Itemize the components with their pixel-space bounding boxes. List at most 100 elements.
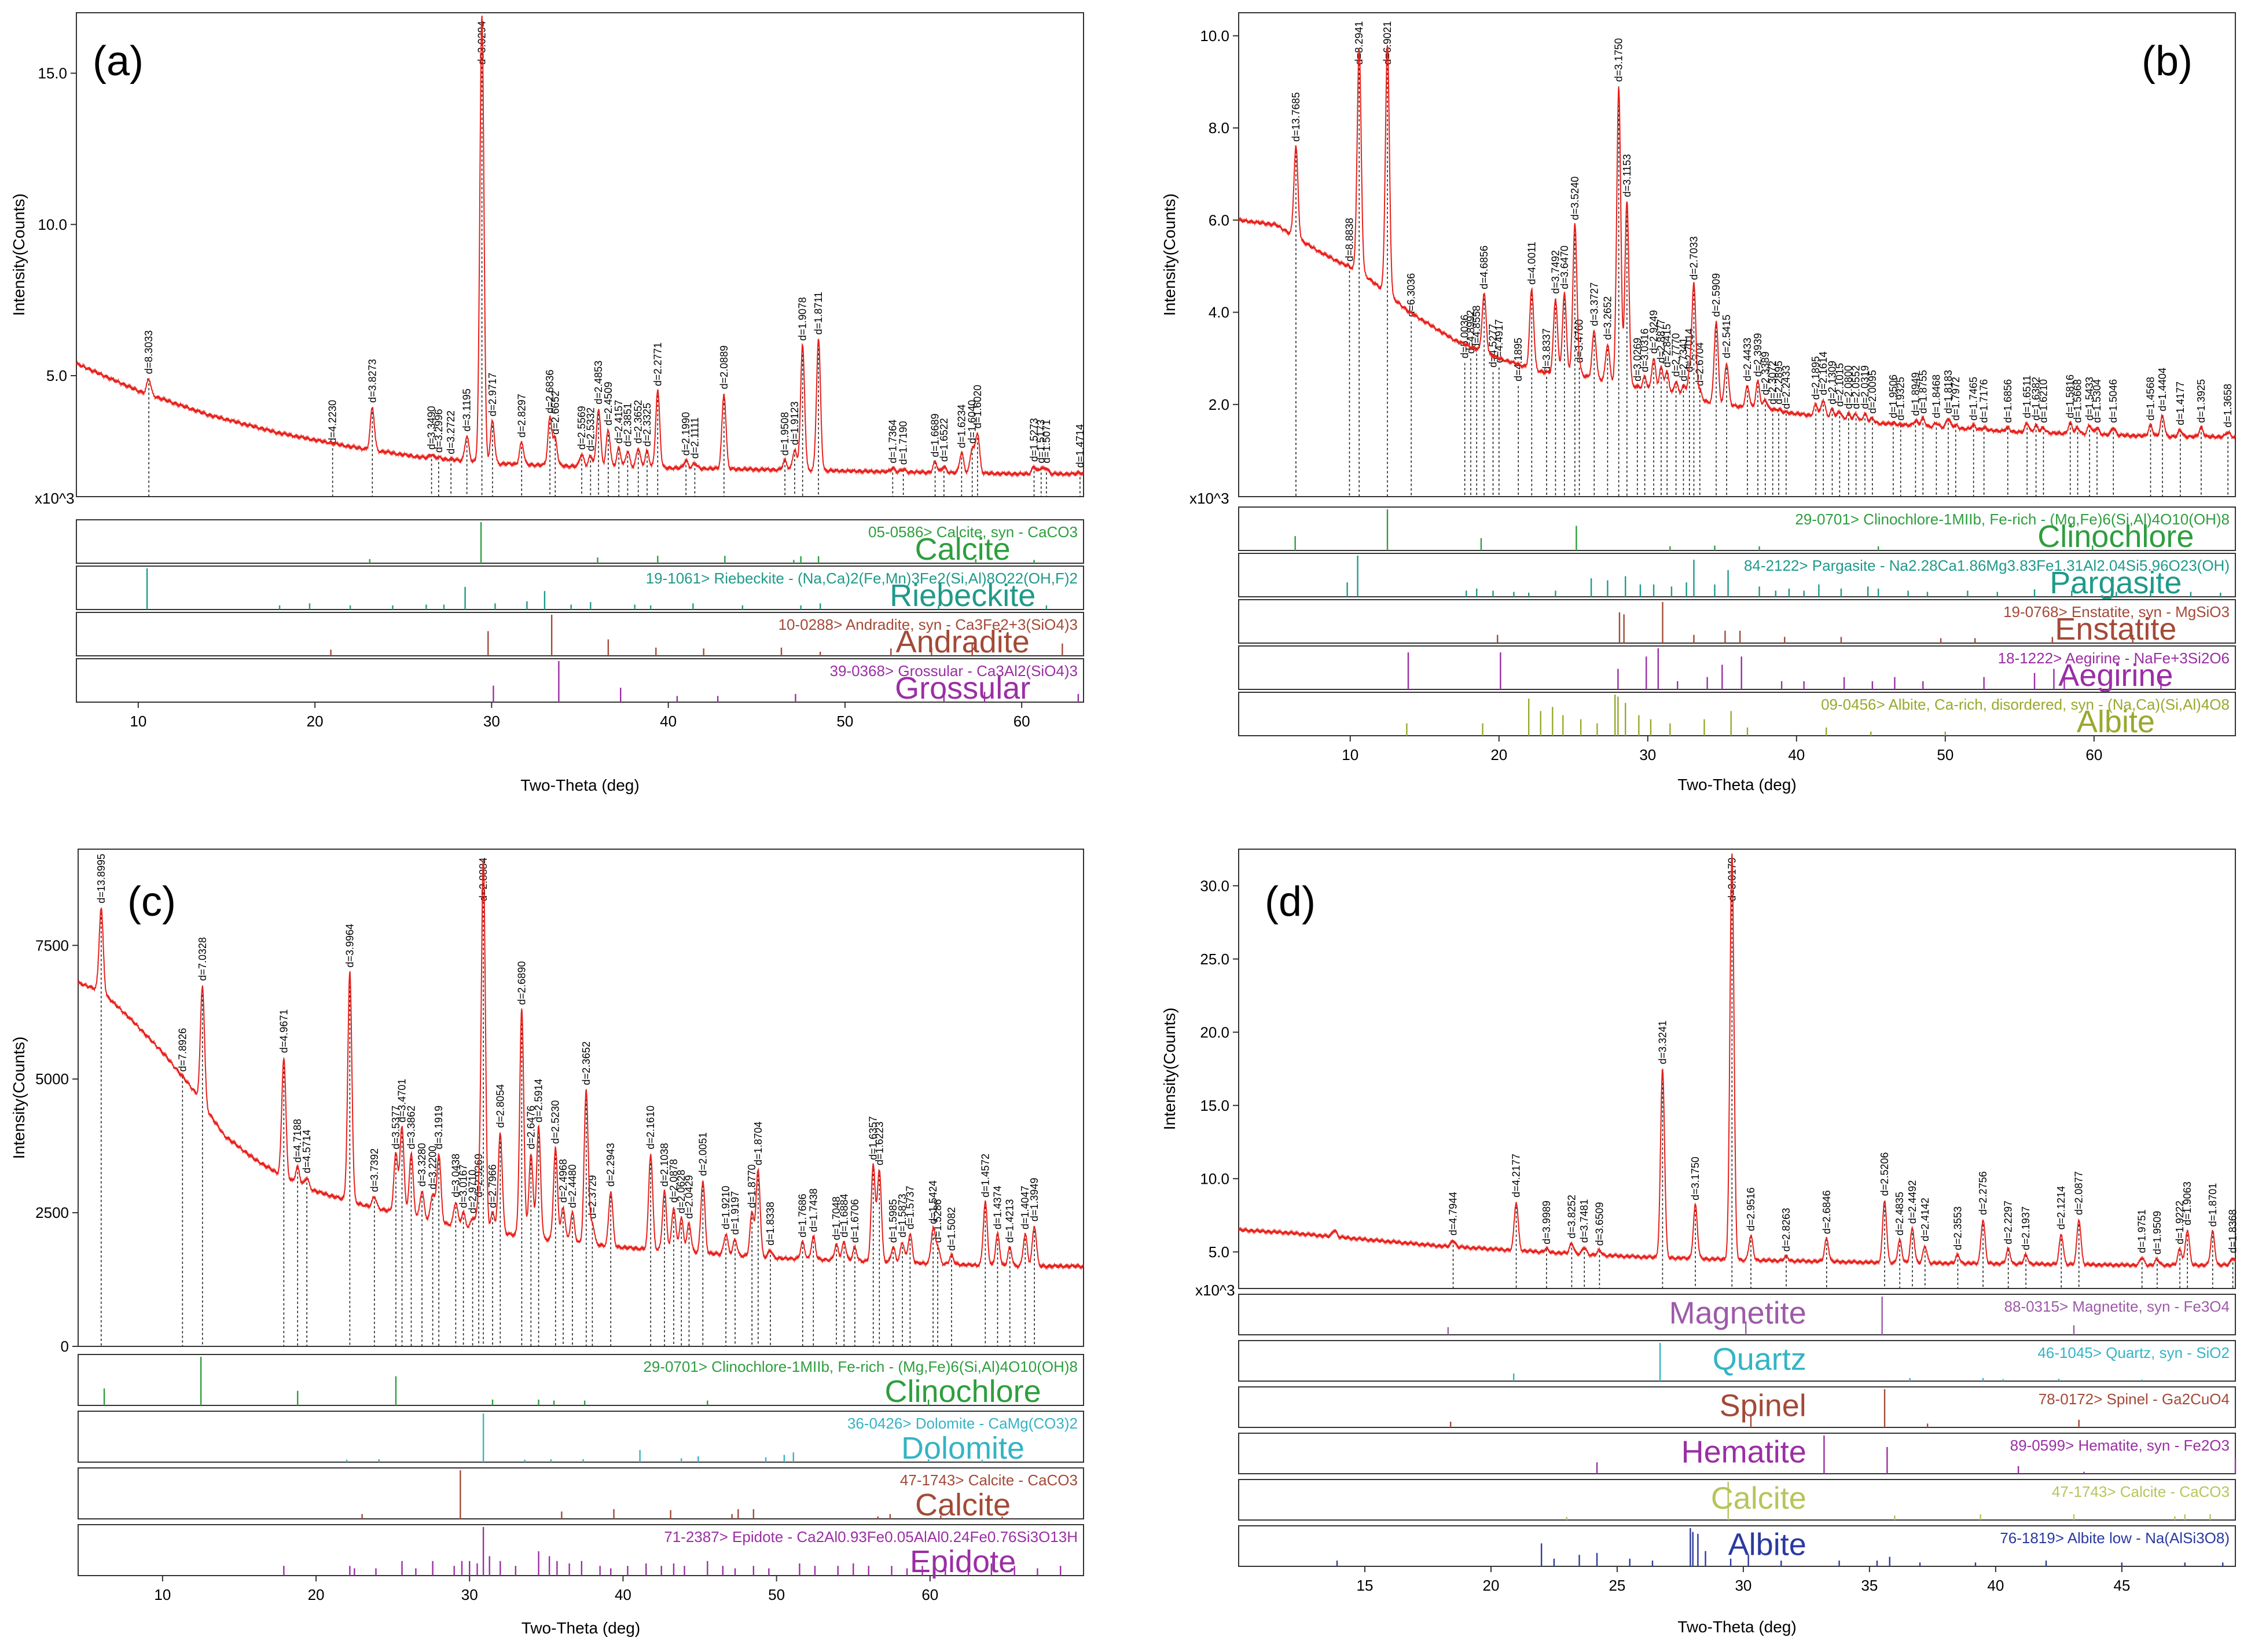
x-tick-label: 45 [2113,1577,2130,1594]
peak-label: d=2.1937 [2020,1206,2032,1250]
peak-label: d=3.0438 [450,1154,461,1198]
peak-label: d=3.1750 [1613,38,1625,82]
peak-label: d=2.4835 [1894,1192,1905,1236]
peak-label: d=2.4157 [613,400,625,444]
x-tick-label: 25 [1609,1577,1625,1594]
peak-label: d=3.3862 [405,1106,417,1150]
y-tick-label: 20.0 [1200,1023,1229,1041]
peak-label: d=2.5909 [1710,273,1722,317]
peak-label: d=1.3949 [1029,1178,1040,1222]
peak-label: d=2.0051 [697,1132,708,1176]
peak-label: d=2.0095 [1867,370,1878,414]
x-tick-label: 30 [1639,746,1656,763]
reference-card: 47-1743> Calcite - CaCO3 [2052,1483,2230,1500]
x-tick-label: 10 [154,1586,171,1603]
peak-label: d=8.8838 [1343,218,1355,262]
plot-frame [76,12,1084,497]
reference-card: 18-1222> Aegirine - NaFe+3Si2O6 [1998,649,2230,667]
peak-label: d=5.0036 [1459,315,1471,359]
y-tick-label: 15.0 [1200,1097,1229,1114]
xrd-panel: (b) 2.0 4.0 6.0 8.0 10.0 x10^3 Intensity(Counts… [1161,12,2236,794]
peak-label: d=4.1895 [1512,337,1524,381]
peak-label: d=2.5206 [1879,1152,1890,1196]
x-tick-label: 40 [1987,1577,2004,1594]
peak-label: d=2.8415 [1661,324,1673,368]
y-tick-label: 10.0 [1200,1170,1229,1187]
peak-label: d=1.6040 [967,400,978,444]
peak-label: d=1.9222 [2174,1201,2186,1244]
x-tick-label: 15 [1357,1577,1374,1594]
peak-label: d=2.4968 [557,1159,569,1203]
peak-label: d=3.2722 [445,410,457,454]
peak-label: d=2.4492 [1907,1180,1918,1224]
peak-label: d=2.8877 [1655,319,1667,363]
peak-label: d=8.2941 [1353,21,1365,65]
peak-label: d=2.3389 [1760,351,1771,395]
peak-label: d=2.2297 [2003,1201,2014,1244]
peak-label: d=2.6846 [1821,1190,1833,1234]
peak-label: d=3.5377 [390,1106,402,1150]
reference-phase-name: Albite [1728,1527,1806,1562]
peak-label: d=2.0877 [2073,1172,2085,1216]
reference-phase-name: Aegirine [2058,658,2173,693]
xrd-panel: (d) 5.0 10.0 15.0 20.0 25.0 30.0 x10^3 Intensity… [1161,849,2239,1636]
peak-label: d=2.0878 [668,1159,680,1203]
peak-label: d=6.3036 [1405,273,1417,317]
peak-label: d=1.5304 [2091,379,2103,423]
x-tick-label: 20 [1482,1577,1499,1594]
reference-card: 29-0701> Clinochlore-1MIIb, Fe-rich - (M… [643,1358,1078,1375]
peak-label: d=1.6522 [938,418,950,462]
reference-phase-name: Grossular [895,671,1030,706]
y-multiplier: x10^3 [1189,490,1229,507]
peak-label: d=1.4213 [1004,1199,1016,1243]
peak-label: d=2.3072 [1767,361,1779,405]
peak-label: d=2.5914 [533,1079,545,1123]
y-axis-title: Intensity(Counts) [10,1037,28,1159]
peak-label: d=1.4374 [992,1185,1003,1229]
peak-label: d=2.2943 [605,1143,616,1187]
peak-label: d=1.4572 [979,1154,991,1198]
peak-label: d=3.3280 [416,1143,428,1187]
y-multiplier: x10^3 [1195,1282,1235,1299]
y-tick-label: 6.0 [1209,211,1229,229]
reference-card: 09-0456> Albite, Ca-rich, disordered, sy… [1821,696,2230,713]
peak-label: d=2.5569 [576,406,587,450]
reference-card: 47-1743> Calcite - CaCO3 [900,1471,1078,1489]
peak-label: d=1.8755 [1917,370,1929,414]
peak-label: d=2.2771 [652,343,663,387]
y-tick-label: 5.0 [1209,1243,1229,1261]
x-tick-label: 40 [1788,746,1805,763]
peak-label: d=3.0179 [1726,857,1738,901]
reference-phase-name: Epidote [910,1544,1016,1579]
panel-label: (d) [1265,879,1316,925]
x-tick-label: 40 [660,713,677,730]
peak-label: d=1.5737 [904,1185,916,1229]
peak-label: d=1.9325 [1895,377,1907,421]
y-tick-label: 25.0 [1200,950,1229,968]
peak-label: d=2.1015 [1834,363,1845,407]
reference-card: 78-0172> Spinel - Ga2CuO4 [2039,1390,2230,1408]
peak-label: d=2.8884 [478,857,489,901]
peak-label: d=2.1610 [645,1106,656,1150]
reference-panel [78,1354,1084,1406]
peak-label: d=2.1895 [1810,356,1822,400]
peak-label: d=1.5985 [887,1199,899,1243]
peak-label: d=3.7492 [1549,250,1561,294]
reference-card: 76-1819> Albite low - Na(AlSi3O8) [2000,1529,2230,1547]
peak-label: d=4.7944 [1448,1192,1459,1236]
peak-label: d=3.8252 [1566,1195,1577,1239]
reference-panel [1238,1525,2236,1567]
peak-label: d=1.8183 [1942,370,1954,414]
peak-label: d=3.9989 [1541,1201,1552,1244]
peak-label: d=2.5230 [550,1100,561,1144]
peak-label: d=1.6234 [956,405,967,449]
peak-label: d=1.6382 [2030,377,2042,421]
peak-label: d=2.1038 [659,1143,670,1187]
reference-card: 19-0768> Enstatite, syn - MgSiO3 [2003,603,2230,621]
peak-label: d=2.1990 [680,412,692,456]
peak-label: d=1.6689 [930,413,941,457]
peak-label: d=3.6470 [1559,245,1570,289]
peak-label: d=1.8701 [2207,1183,2219,1227]
y-tick-label: 5.0 [46,367,67,384]
peak-label: d=2.3652 [633,400,644,444]
